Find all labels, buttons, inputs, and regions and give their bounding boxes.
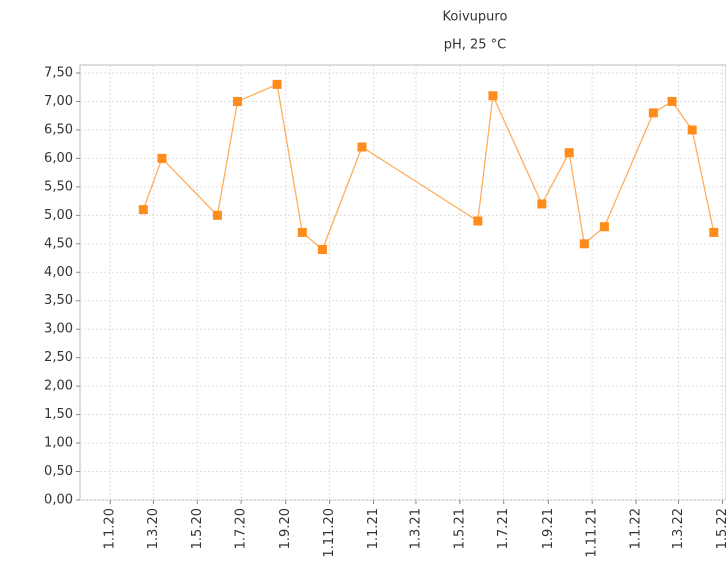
y-tick-label: 2,00 — [44, 379, 73, 394]
x-tick-label: 1.3.20 — [146, 508, 161, 549]
x-tick-label: 1.11.20 — [322, 508, 337, 558]
chart-title: Koivupuro — [443, 10, 508, 25]
y-tick-label: 6,00 — [44, 151, 73, 166]
marker — [687, 125, 697, 135]
y-tick-label: 3,50 — [44, 293, 73, 308]
x-tick-label: 1.1.21 — [366, 508, 381, 549]
x-tick-label: 1.3.22 — [671, 508, 686, 549]
marker — [272, 79, 282, 89]
y-tick-label: 7,50 — [44, 66, 73, 81]
marker — [317, 244, 327, 254]
y-tick-label: 1,50 — [44, 407, 73, 422]
y-tick-label: 0,00 — [44, 493, 73, 508]
marker — [138, 205, 148, 215]
marker — [667, 96, 677, 106]
y-tick-label: 6,50 — [44, 122, 73, 137]
marker — [564, 148, 574, 158]
marker — [599, 222, 609, 232]
x-tick-label: 1.7.20 — [234, 508, 249, 549]
y-tick-label: 2,50 — [44, 350, 73, 365]
chart-subtitle: pH, 25 °C — [444, 38, 507, 53]
y-tick-label: 0,50 — [44, 464, 73, 479]
x-tick-label: 1.5.20 — [190, 508, 205, 549]
x-tick-label: 1.9.20 — [278, 508, 293, 549]
x-tick-label: 1.7.21 — [496, 508, 511, 549]
x-tick-label: 1.11.21 — [585, 508, 600, 558]
marker — [537, 199, 547, 209]
marker — [297, 227, 307, 237]
y-tick-label: 7,00 — [44, 94, 73, 109]
x-tick-label: 1.3.21 — [408, 508, 423, 549]
marker — [233, 96, 243, 106]
y-tick-label: 3,00 — [44, 322, 73, 337]
marker — [488, 91, 498, 101]
x-tick-label: 1.1.20 — [103, 508, 118, 549]
x-tick-label: 1.1.22 — [629, 508, 644, 549]
marker — [473, 216, 483, 226]
y-tick-label: 5,50 — [44, 179, 73, 194]
marker — [157, 153, 167, 163]
x-tick-label: 1.5.22 — [715, 508, 726, 549]
marker — [648, 108, 658, 118]
x-tick-label: 1.5.21 — [452, 508, 467, 549]
marker — [709, 227, 719, 237]
marker — [579, 239, 589, 249]
y-tick-label: 4,00 — [44, 265, 73, 280]
marker — [212, 210, 222, 220]
y-tick-label: 4,50 — [44, 236, 73, 251]
y-tick-label: 5,00 — [44, 208, 73, 223]
marker — [357, 142, 367, 152]
plot-area — [79, 64, 726, 501]
y-tick-label: 1,00 — [44, 436, 73, 451]
x-tick-label: 1.9.21 — [541, 508, 556, 549]
